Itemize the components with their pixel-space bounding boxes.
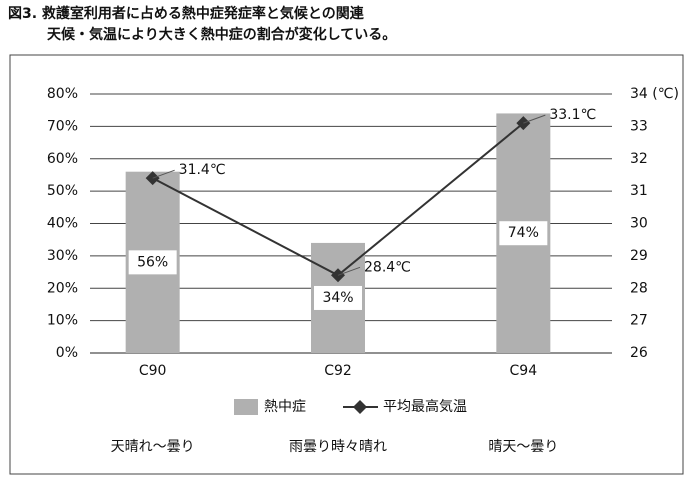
y-tick-label: 80% (47, 86, 78, 102)
frame (9, 54, 684, 475)
leader-line (152, 169, 175, 179)
y2-tick-label: 33 (630, 118, 648, 134)
y-tick-label: 30% (47, 248, 78, 264)
x-tick-label: C92 (324, 363, 352, 379)
leader-line (523, 114, 546, 124)
y2-tick-label: 31 (630, 183, 648, 199)
y-tick-label: 10% (47, 313, 78, 329)
weather-label: 雨曇り時々晴れ (289, 439, 387, 455)
weather-label: 晴天～曇り (488, 439, 558, 455)
y2-tick-label: 27 (630, 313, 648, 329)
x-tick-label: C90 (139, 363, 167, 379)
y-tick-label: 70% (47, 118, 78, 134)
value-label-box (499, 221, 548, 246)
y-tick-label: 50% (47, 183, 78, 199)
legend-marker (353, 400, 367, 414)
subtitle: 天候・気温により大きく熱中症の割合が変化している。 (47, 26, 396, 43)
x-tick-label: C94 (510, 363, 538, 379)
value-label-box (314, 285, 362, 310)
value-label: 74% (508, 225, 539, 241)
legend-label: 熱中症 (264, 399, 306, 415)
value-label: 34% (322, 290, 353, 306)
y-tick-label: 60% (47, 151, 78, 167)
legend-label: 平均最高気温 (383, 398, 467, 415)
value-label: 33.1℃ (549, 107, 596, 123)
value-label: 31.4℃ (179, 162, 226, 178)
legend-swatch (234, 399, 258, 415)
leader-line (337, 266, 361, 276)
title: 図3. 救護室利用者に占める熱中症発症率と気候との関連 (8, 5, 365, 22)
y2-tick-label: 26 (630, 345, 648, 361)
y-tick-label: 40% (47, 216, 78, 232)
y-tick-label: 20% (47, 280, 78, 296)
value-label: 56% (137, 254, 168, 270)
y2-tick-label: 34 (℃) (630, 86, 679, 102)
y2-tick-label: 32 (630, 151, 648, 167)
y2-tick-label: 29 (630, 248, 648, 264)
y-tick-label: 0% (56, 345, 78, 361)
weather-label: 天晴れ～曇り (111, 439, 195, 455)
y2-tick-label: 28 (630, 280, 648, 296)
y2-tick-label: 30 (630, 216, 648, 232)
value-label-box (128, 250, 177, 275)
value-label: 28.4℃ (364, 259, 411, 275)
